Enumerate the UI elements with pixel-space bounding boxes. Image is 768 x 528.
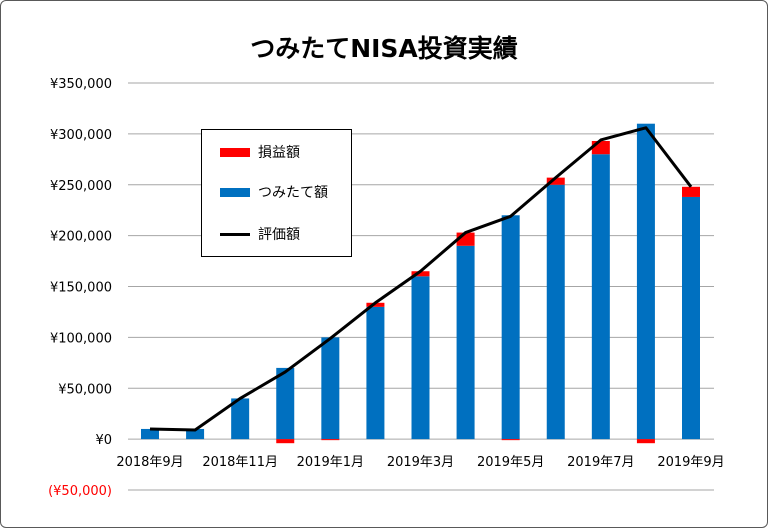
bar-profit	[321, 439, 340, 441]
x-tick-label: 2019年9月	[657, 455, 724, 470]
bar-contribution	[591, 154, 610, 440]
chart-title: つみたてNISA投資実績	[250, 34, 518, 63]
legend-swatch-contribution	[220, 187, 250, 197]
bar-profit	[591, 140, 610, 155]
legend-item-profit: 損益額	[220, 142, 300, 162]
bar-profit	[411, 271, 430, 277]
x-tick-label: 2019年5月	[477, 455, 544, 470]
legend-item-valuation: 評価額	[220, 224, 300, 244]
bar-profit	[501, 439, 520, 441]
bar-contribution	[411, 276, 430, 440]
y-tick-label: ¥300,000	[50, 128, 112, 143]
legend-item-contribution: つみたて額	[220, 182, 328, 202]
x-tick-label: 2019年1月	[297, 455, 364, 470]
bar-profit	[546, 177, 565, 185]
bar-contribution	[366, 306, 385, 440]
y-tick-label: ¥0	[95, 433, 112, 448]
bar-contribution	[636, 123, 655, 440]
bar-profit	[276, 439, 295, 444]
bar-contribution	[546, 184, 565, 440]
bar-profit	[636, 439, 655, 444]
x-tick-label: 2018年11月	[202, 455, 278, 470]
y-tick-label: ¥250,000	[50, 179, 112, 194]
bar-contribution	[456, 245, 475, 440]
legend-swatch-profit	[220, 147, 250, 157]
y-tick-label: ¥350,000	[50, 77, 112, 92]
y-tick-label: ¥150,000	[50, 281, 112, 296]
legend-label: つみたて額	[258, 185, 328, 201]
bar-profit	[682, 186, 700, 197]
legend-swatch-valuation	[220, 232, 250, 236]
bar-profit	[366, 302, 385, 307]
bar-contribution	[501, 215, 520, 440]
y-tick-label: (¥50,000)	[48, 484, 112, 499]
bar-contribution	[682, 196, 700, 440]
x-tick-label: 2019年7月	[567, 455, 634, 470]
bar-contribution	[186, 428, 205, 440]
legend-label: 評価額	[258, 227, 300, 243]
bar-contribution	[231, 398, 250, 440]
bar-contribution	[141, 428, 159, 440]
legend: 損益額 つみたて額 評価額	[201, 129, 352, 257]
bar-contribution	[276, 367, 295, 440]
y-tick-label: ¥100,000	[50, 331, 112, 346]
y-tick-label: ¥50,000	[58, 382, 112, 397]
y-tick-label: ¥200,000	[50, 230, 112, 245]
line-valuation	[149, 126, 693, 432]
bar-contribution	[321, 337, 340, 440]
x-tick-label: 2019年3月	[387, 455, 454, 470]
x-tick-label: 2018年9月	[116, 455, 183, 470]
legend-label: 損益額	[258, 145, 300, 161]
